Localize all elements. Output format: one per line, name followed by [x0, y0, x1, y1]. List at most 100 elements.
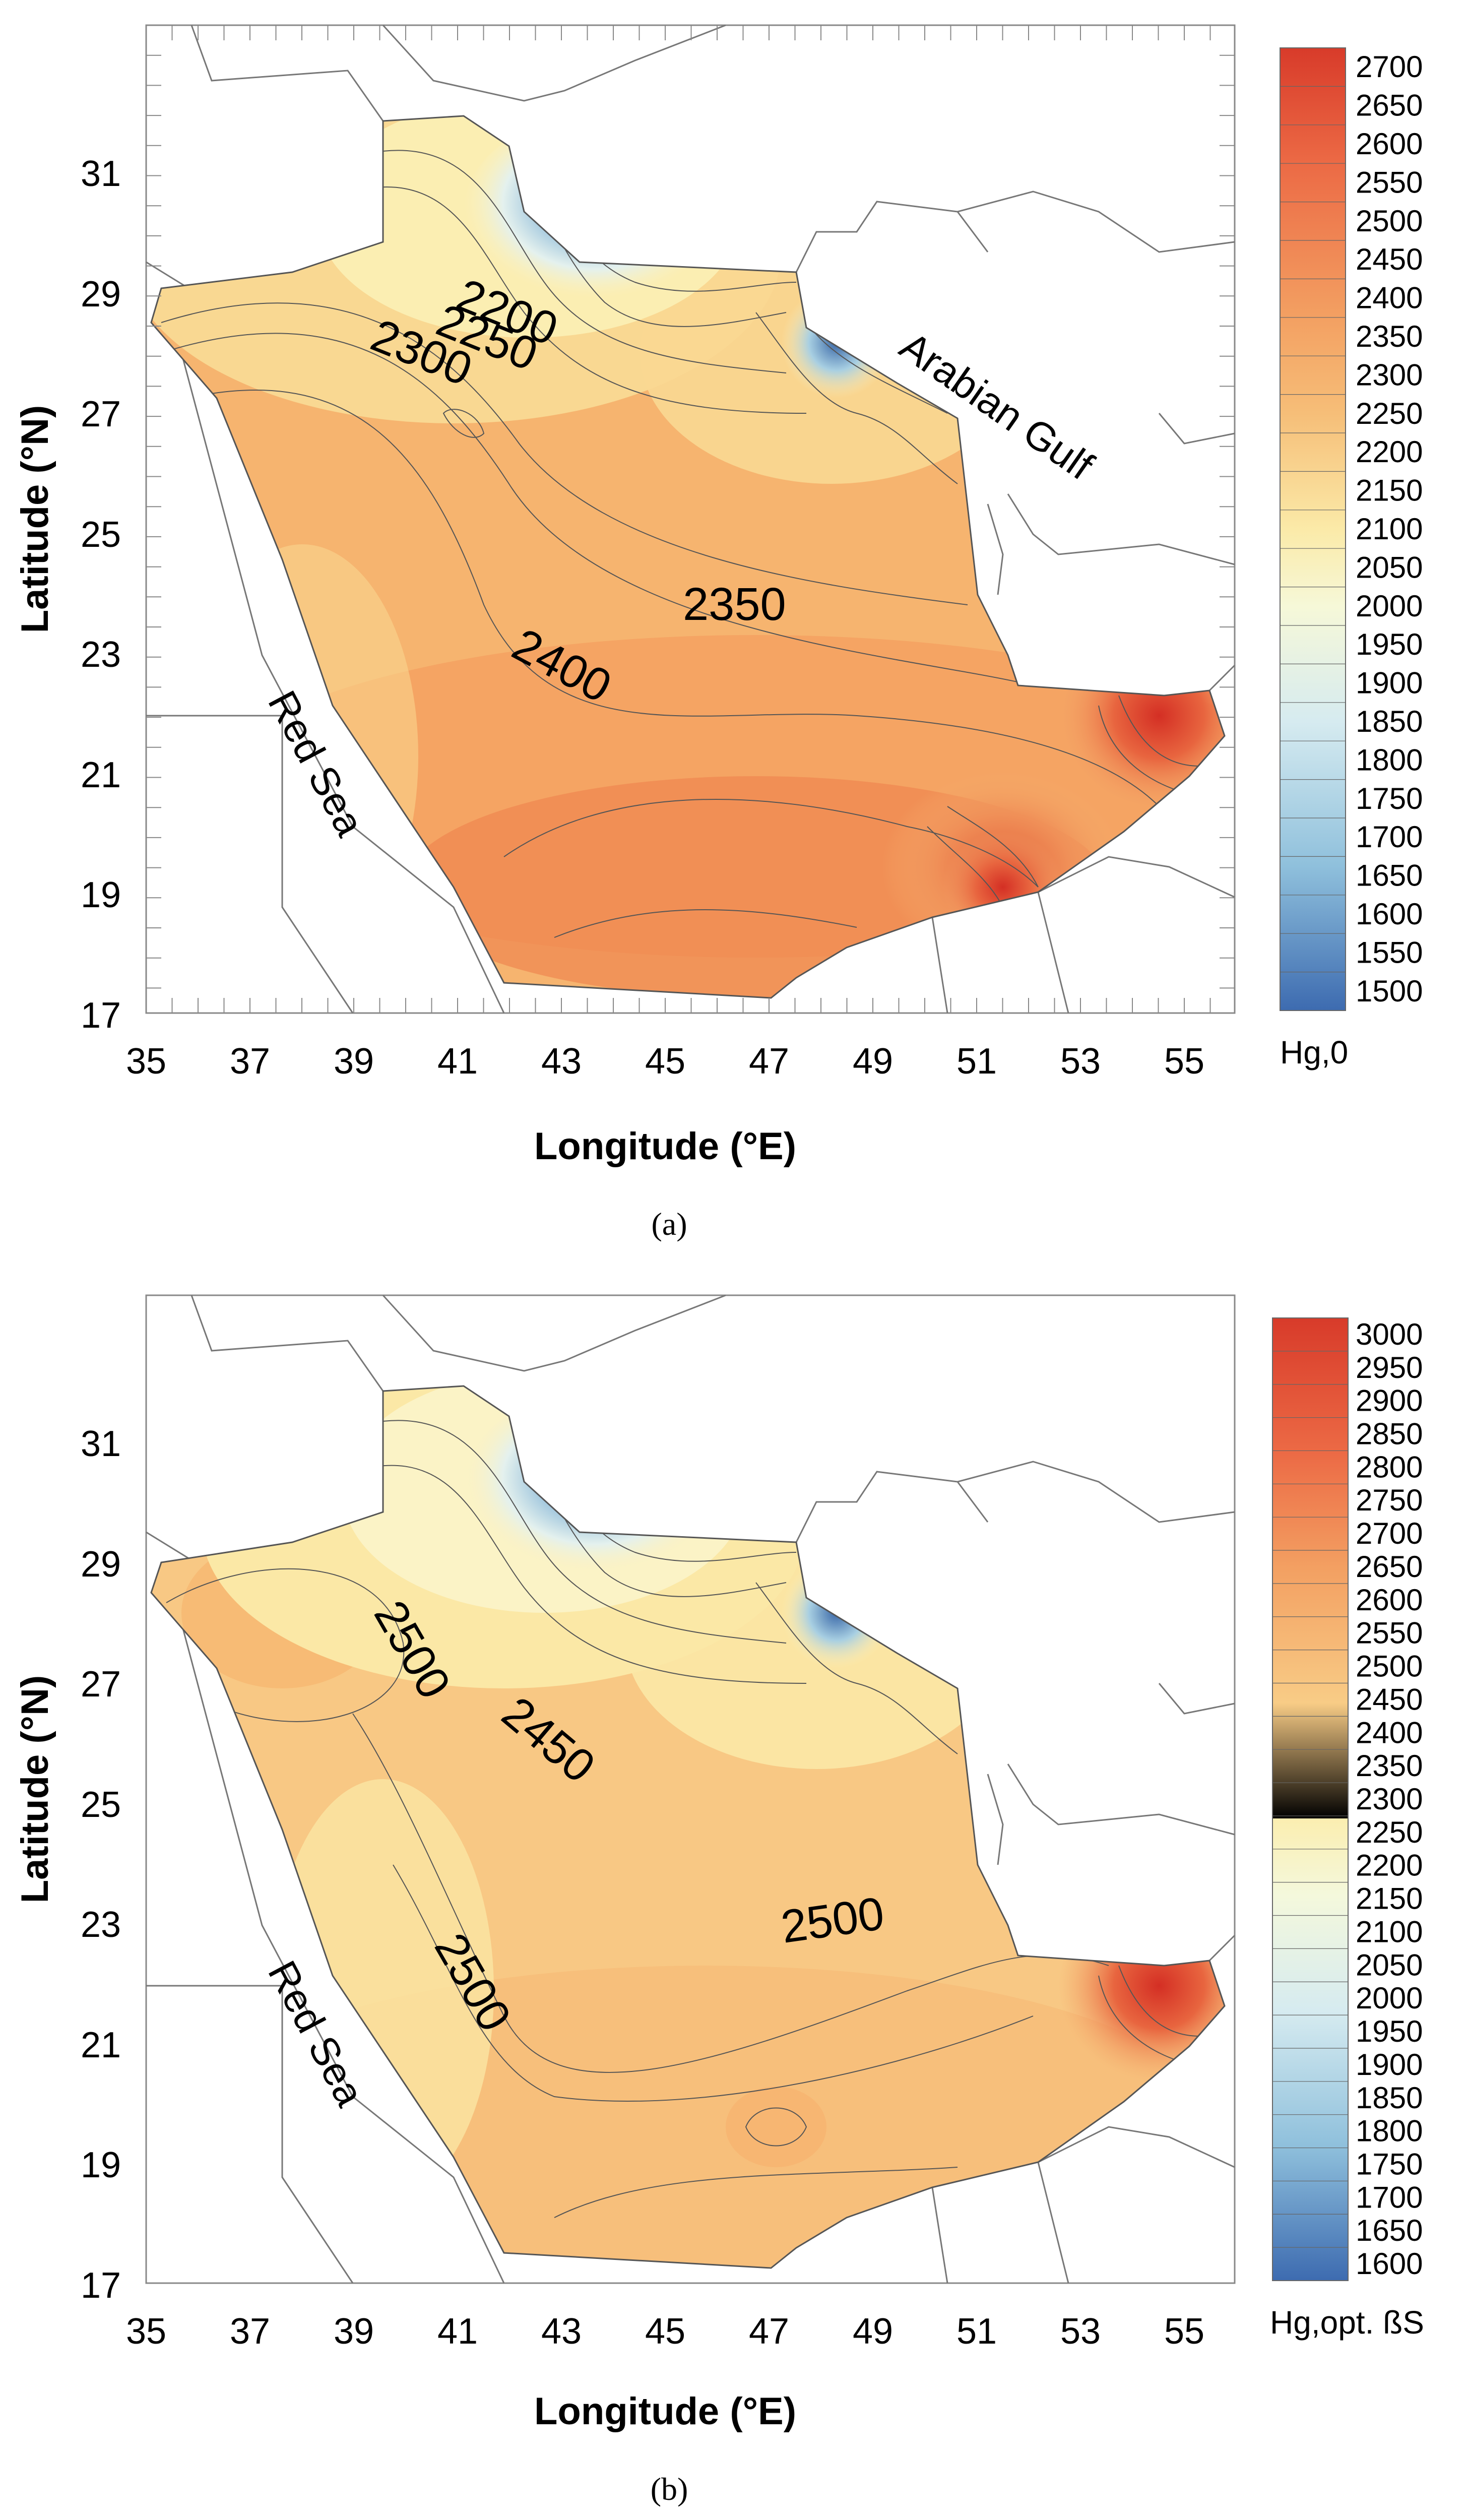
y-axis-label: Latitude (°N) — [14, 1675, 56, 1904]
colorbar-tick-label: 2550 — [1356, 1616, 1423, 1650]
colorbar-tick-label: 2150 — [1356, 474, 1423, 508]
colorbar-tick-label: 1750 — [1356, 2147, 1423, 2181]
y-tick-label: 21 — [81, 755, 121, 795]
colorbar-tick-label: 2350 — [1356, 320, 1423, 353]
y-tick-label: 17 — [81, 2265, 121, 2306]
panel-b: 2500 2450 2500 2500 Red Sea 31 29 27 25 … — [14, 1294, 1424, 2507]
y-tick-label: 19 — [81, 2145, 121, 2185]
colorbar-tick-label: 2600 — [1356, 127, 1423, 161]
x-tick-label: 49 — [853, 2311, 893, 2352]
panel-a-country-outline — [150, 115, 1226, 999]
x-tick-label: 51 — [956, 2311, 997, 2352]
colorbar-tick-label: 2750 — [1356, 1483, 1423, 1517]
panel-b-colorbar — [1272, 1317, 1349, 2281]
colorbar-tick-label: 2900 — [1356, 1384, 1423, 1418]
colorbar-tick-label: 1850 — [1356, 2081, 1423, 2115]
x-tick-label: 41 — [437, 1041, 478, 1082]
panel-b-y-tick-labels: 31 29 27 25 23 21 19 17 — [81, 1424, 121, 2306]
colorbar-tick-label: 2050 — [1356, 550, 1423, 584]
colorbar-tick-label: 2000 — [1356, 1981, 1423, 2015]
colorbar-tick-label: 2300 — [1356, 1782, 1423, 1816]
colorbar-tick-label: 1950 — [1356, 627, 1423, 661]
colorbar-title: Hg,opt. ßS — [1270, 2304, 1424, 2341]
colorbar-tick-label: 2400 — [1356, 281, 1423, 315]
colorbar-tick-label: 1950 — [1356, 2014, 1423, 2048]
x-tick-label: 45 — [645, 1041, 685, 1082]
y-tick-label: 17 — [81, 995, 121, 1036]
x-tick-label: 51 — [956, 1041, 997, 1082]
colorbar-title: Hg,0 — [1280, 1034, 1348, 1070]
y-tick-label: 25 — [81, 1785, 121, 1825]
y-tick-label: 23 — [81, 635, 121, 675]
colorbar-tick-label: 1600 — [1356, 2247, 1423, 2281]
colorbar-tick-label: 2800 — [1356, 1450, 1423, 1484]
colorbar-tick-label: 1650 — [1356, 859, 1423, 893]
y-tick-label: 21 — [81, 2025, 121, 2065]
panel-b-contour-lines — [166, 1396, 1200, 2218]
colorbar-tick-label: 2450 — [1356, 242, 1423, 276]
panel-b-country-outline — [150, 1385, 1226, 2269]
x-tick-label: 43 — [541, 2311, 582, 2352]
colorbar-tick-label: 2150 — [1356, 1882, 1423, 1916]
colorbar-tick-label: 2400 — [1356, 1716, 1423, 1749]
panel-a-y-tick-labels: 31 29 27 25 23 21 19 17 — [81, 154, 121, 1036]
x-tick-label: 53 — [1060, 2311, 1101, 2352]
x-tick-label: 45 — [645, 2311, 685, 2352]
contour-label: 2350 — [683, 579, 786, 630]
panel-a-colorbar-bands — [1280, 86, 1346, 973]
colorbar-tick-label: 2850 — [1356, 1417, 1423, 1451]
colorbar-tick-label: 1600 — [1356, 897, 1423, 931]
colorbar-tick-label: 2450 — [1356, 1682, 1423, 1716]
colorbar-tick-label: 2700 — [1356, 1517, 1423, 1550]
colorbar-tick-label: 1900 — [1356, 666, 1423, 700]
x-tick-label: 37 — [230, 1041, 270, 1082]
panel-a: 2300 2250 2200 2350 2400 Red Sea Arabian… — [14, 24, 1423, 1242]
colorbar-tick-label: 2300 — [1356, 358, 1423, 392]
panel-caption: (a) — [651, 1206, 687, 1242]
panel-b-x-tick-labels: 35 37 39 41 43 45 47 49 51 53 55 — [126, 2311, 1204, 2352]
colorbar-tick-label: 1700 — [1356, 820, 1423, 854]
colorbar-tick-label: 1900 — [1356, 2048, 1423, 2082]
panel-a-x-tick-labels: 35 37 39 41 43 45 47 49 51 53 55 — [126, 1041, 1204, 1082]
colorbar-tick-label: 2250 — [1356, 397, 1423, 430]
colorbar-tick-label: 2500 — [1356, 1650, 1423, 1683]
colorbar-tick-label: 2500 — [1356, 204, 1423, 238]
x-tick-label: 53 — [1060, 1041, 1101, 1082]
colorbar-tick-label: 1550 — [1356, 935, 1423, 969]
colorbar-tick-label: 1850 — [1356, 705, 1423, 738]
x-tick-label: 55 — [1164, 2311, 1204, 2352]
y-tick-label: 29 — [81, 274, 121, 314]
colorbar-tick-label: 2250 — [1356, 1815, 1423, 1849]
x-tick-label: 35 — [126, 2311, 166, 2352]
y-axis-label: Latitude (°N) — [14, 405, 56, 634]
x-tick-label: 41 — [437, 2311, 478, 2352]
colorbar-tick-label: 1800 — [1356, 2114, 1423, 2148]
y-tick-label: 31 — [81, 154, 121, 194]
y-tick-label: 29 — [81, 1544, 121, 1585]
colorbar-tick-label: 2350 — [1356, 1749, 1423, 1783]
colorbar-tick-label: 2950 — [1356, 1351, 1423, 1384]
x-tick-label: 55 — [1164, 1041, 1204, 1082]
colorbar-tick-label: 2650 — [1356, 1550, 1423, 1584]
y-tick-label: 23 — [81, 1905, 121, 1945]
panel-b-colorbar-labels: 3000295029002850280027502700265026002550… — [1356, 1317, 1423, 2281]
colorbar-tick-label: 2600 — [1356, 1583, 1423, 1617]
colorbar-tick-label: 1800 — [1356, 743, 1423, 777]
colorbar-tick-label: 1500 — [1356, 974, 1423, 1008]
x-axis-label: Longitude (°E) — [534, 2390, 796, 2433]
colorbar-tick-label: 2550 — [1356, 165, 1423, 199]
colorbar-tick-label: 2700 — [1356, 50, 1423, 84]
colorbar-tick-label: 2100 — [1356, 512, 1423, 546]
colorbar-tick-label: 1700 — [1356, 2180, 1423, 2214]
y-tick-label: 25 — [81, 515, 121, 555]
y-tick-label: 27 — [81, 394, 121, 434]
x-tick-label: 39 — [334, 2311, 374, 2352]
colorbar-tick-label: 3000 — [1356, 1317, 1423, 1351]
colorbar-tick-label: 2200 — [1356, 1849, 1423, 1882]
x-tick-label: 47 — [749, 1041, 789, 1082]
colorbar-tick-label: 2000 — [1356, 589, 1423, 623]
y-tick-label: 27 — [81, 1664, 121, 1705]
panel-a-minor-ticks — [146, 25, 1235, 1013]
x-tick-label: 47 — [749, 2311, 789, 2352]
